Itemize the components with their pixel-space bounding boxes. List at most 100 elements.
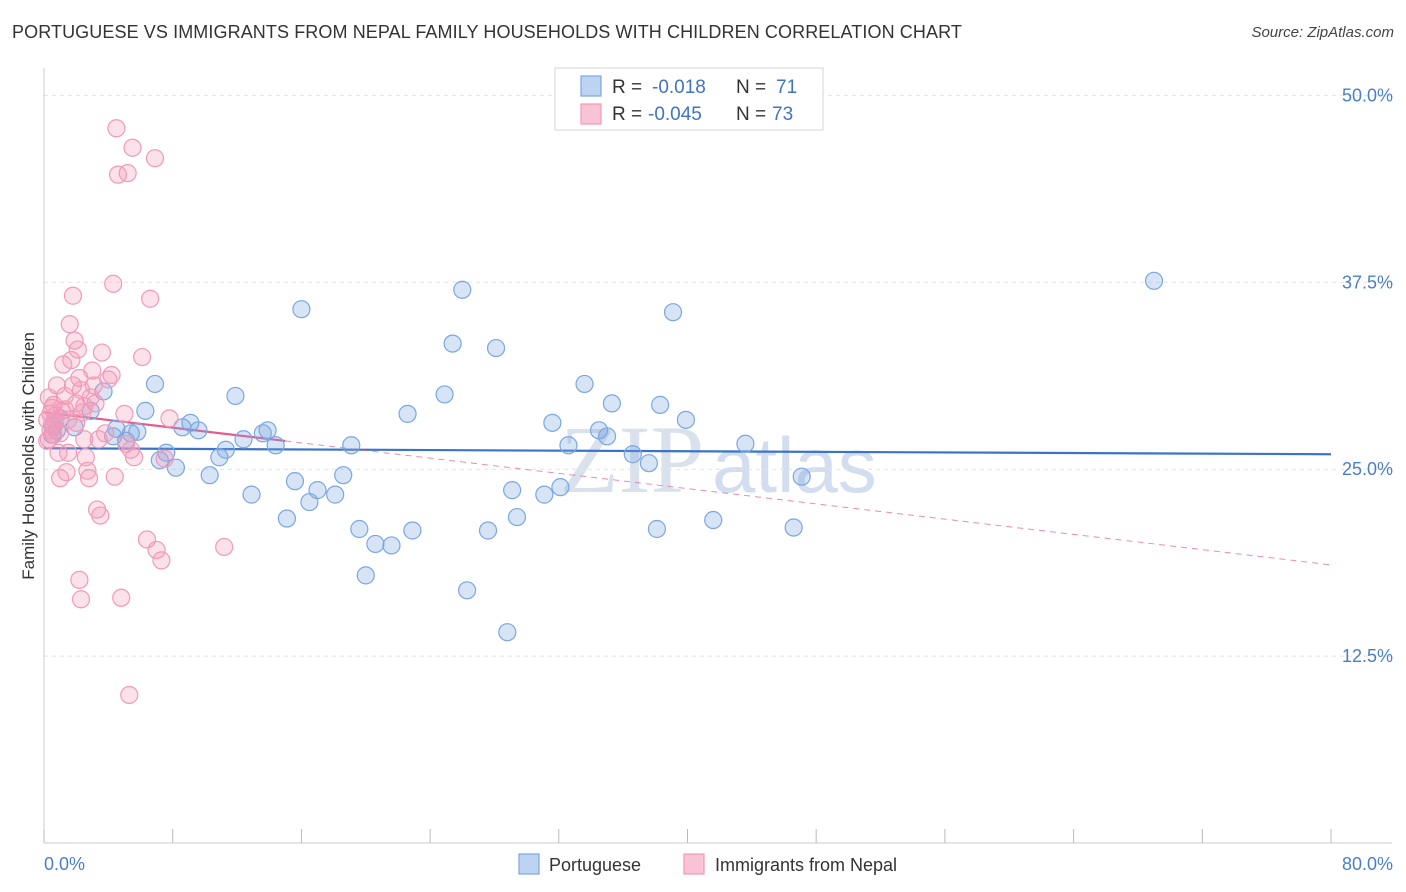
series-swatch-portuguese bbox=[518, 853, 540, 875]
nepal-point-10 bbox=[50, 424, 70, 443]
nepal-point-36 bbox=[86, 394, 105, 413]
portuguese-point-19 bbox=[200, 466, 219, 485]
portuguese-point-47 bbox=[486, 338, 506, 358]
nepal-point-58 bbox=[141, 289, 160, 308]
portuguese-point-28 bbox=[277, 509, 297, 528]
y-tick-labels: 12.5% 25.0% 37.5% 50.0% bbox=[1342, 85, 1393, 666]
nepal-point-13 bbox=[55, 400, 75, 419]
gridlines bbox=[44, 94, 1392, 657]
portuguese-point-35 bbox=[342, 436, 361, 455]
nepal-point-62 bbox=[155, 449, 174, 468]
portuguese-point-45 bbox=[458, 581, 477, 600]
nepal-point-64 bbox=[215, 537, 234, 557]
portuguese-point-46 bbox=[478, 521, 498, 540]
series-label-nepal: Immigrants from Nepal bbox=[715, 855, 897, 875]
nepal-point-29 bbox=[75, 430, 94, 449]
nepal-point-67 bbox=[39, 430, 58, 449]
nepal-point-16 bbox=[60, 315, 79, 334]
portuguese-trend-line bbox=[43, 447, 1332, 456]
x-tick-label-1: 80.0% bbox=[1342, 854, 1393, 874]
nepal-point-40 bbox=[92, 343, 112, 362]
nepal-point-9 bbox=[49, 443, 68, 462]
y-tick-label-1: 25.0% bbox=[1342, 459, 1393, 479]
y-tick-label-3: 50.0% bbox=[1342, 85, 1393, 105]
portuguese-point-11 bbox=[136, 401, 155, 420]
legend-n-value-2: 73 bbox=[772, 104, 793, 125]
portuguese-point-21 bbox=[216, 440, 235, 459]
source-label: Source: ZipAtlas.com bbox=[1251, 24, 1394, 41]
portuguese-point-49 bbox=[503, 481, 522, 500]
nepal-point-39 bbox=[91, 506, 110, 525]
nepal-point-46 bbox=[107, 119, 126, 138]
nepal-point-30 bbox=[76, 448, 95, 467]
nepal-point-66 bbox=[59, 443, 78, 462]
series-swatch-nepal bbox=[683, 853, 705, 875]
watermark-atlas: atlas bbox=[712, 421, 877, 509]
nepal-point-54 bbox=[123, 138, 142, 157]
portuguese-point-42 bbox=[435, 385, 454, 404]
portuguese-point-25 bbox=[253, 424, 272, 443]
portuguese-point-52 bbox=[543, 413, 562, 432]
portuguese-point-26 bbox=[258, 421, 277, 440]
nepal-point-49 bbox=[115, 404, 134, 423]
legend-swatch-portuguese bbox=[580, 75, 602, 97]
portuguese-point-68 bbox=[792, 467, 811, 486]
portuguese-point-20 bbox=[210, 448, 229, 467]
portuguese-point-55 bbox=[575, 374, 594, 394]
portuguese-point-66 bbox=[736, 434, 755, 453]
portuguese-point-48 bbox=[498, 623, 517, 642]
portuguese-point-61 bbox=[647, 519, 667, 539]
portuguese-point-7 bbox=[107, 419, 126, 438]
portuguese-point-22 bbox=[226, 386, 245, 406]
nepal-point-28 bbox=[71, 590, 91, 609]
portuguese-point-54 bbox=[559, 436, 578, 455]
portuguese-point-36 bbox=[350, 519, 369, 539]
portuguese-point-67 bbox=[784, 518, 803, 537]
portuguese-point-50 bbox=[507, 507, 527, 527]
portuguese-point-38 bbox=[382, 536, 401, 555]
nepal-point-56 bbox=[133, 347, 152, 367]
portuguese-point-58 bbox=[602, 394, 621, 413]
portuguese-point-60 bbox=[639, 454, 658, 473]
nepal-point-52 bbox=[120, 685, 139, 705]
portuguese-point-65 bbox=[704, 510, 723, 530]
nepal-point-17 bbox=[62, 350, 81, 370]
nepal-point-70 bbox=[55, 386, 75, 406]
portuguese-point-43 bbox=[443, 334, 462, 353]
nepal-point-26 bbox=[75, 397, 94, 416]
x-tick-labels: 0.0% 80.0% bbox=[44, 854, 1393, 874]
portuguese-point-64 bbox=[676, 410, 695, 429]
nepal-point-27 bbox=[70, 570, 89, 589]
nepal-point-34 bbox=[83, 361, 102, 380]
nepal-point-55 bbox=[124, 448, 144, 467]
nepal-point-47 bbox=[108, 165, 128, 184]
portuguese-point-57 bbox=[597, 427, 617, 446]
y-tick-label-2: 37.5% bbox=[1342, 272, 1393, 292]
portuguese-point-51 bbox=[535, 485, 554, 504]
nepal-point-43 bbox=[102, 365, 121, 385]
nepal-point-59 bbox=[145, 149, 165, 168]
nepal-point-32 bbox=[79, 469, 99, 488]
legend-n-value-1: 71 bbox=[776, 77, 797, 98]
nepal-point-72 bbox=[46, 412, 65, 431]
nepal-point-71 bbox=[67, 413, 86, 432]
legend-r-label-1: R = bbox=[612, 77, 642, 98]
legend-r-value-1: -0.018 bbox=[652, 77, 706, 98]
series-legend: Portuguese Immigrants from Nepal bbox=[518, 853, 897, 875]
series-label-portuguese: Portuguese bbox=[549, 855, 641, 875]
portuguese-point-37 bbox=[366, 534, 385, 554]
nepal-point-65 bbox=[50, 469, 70, 488]
nepal-point-25 bbox=[73, 403, 92, 422]
portuguese-point-30 bbox=[292, 300, 311, 319]
portuguese-point-62 bbox=[651, 395, 670, 414]
stats-legend: R = -0.018 N = 71 R = -0.045 N = 73 bbox=[554, 67, 824, 131]
nepal-point-63 bbox=[160, 409, 179, 428]
y-axis-title: Family Households with Children bbox=[19, 332, 38, 580]
portuguese-point-33 bbox=[326, 485, 345, 504]
portuguese-point-23 bbox=[234, 430, 253, 449]
portuguese-point-63 bbox=[663, 303, 683, 322]
portuguese-point-24 bbox=[242, 485, 261, 504]
legend-swatch-nepal bbox=[580, 103, 602, 125]
y-tick-label-0: 12.5% bbox=[1342, 646, 1393, 666]
portuguese-point-32 bbox=[308, 481, 327, 500]
